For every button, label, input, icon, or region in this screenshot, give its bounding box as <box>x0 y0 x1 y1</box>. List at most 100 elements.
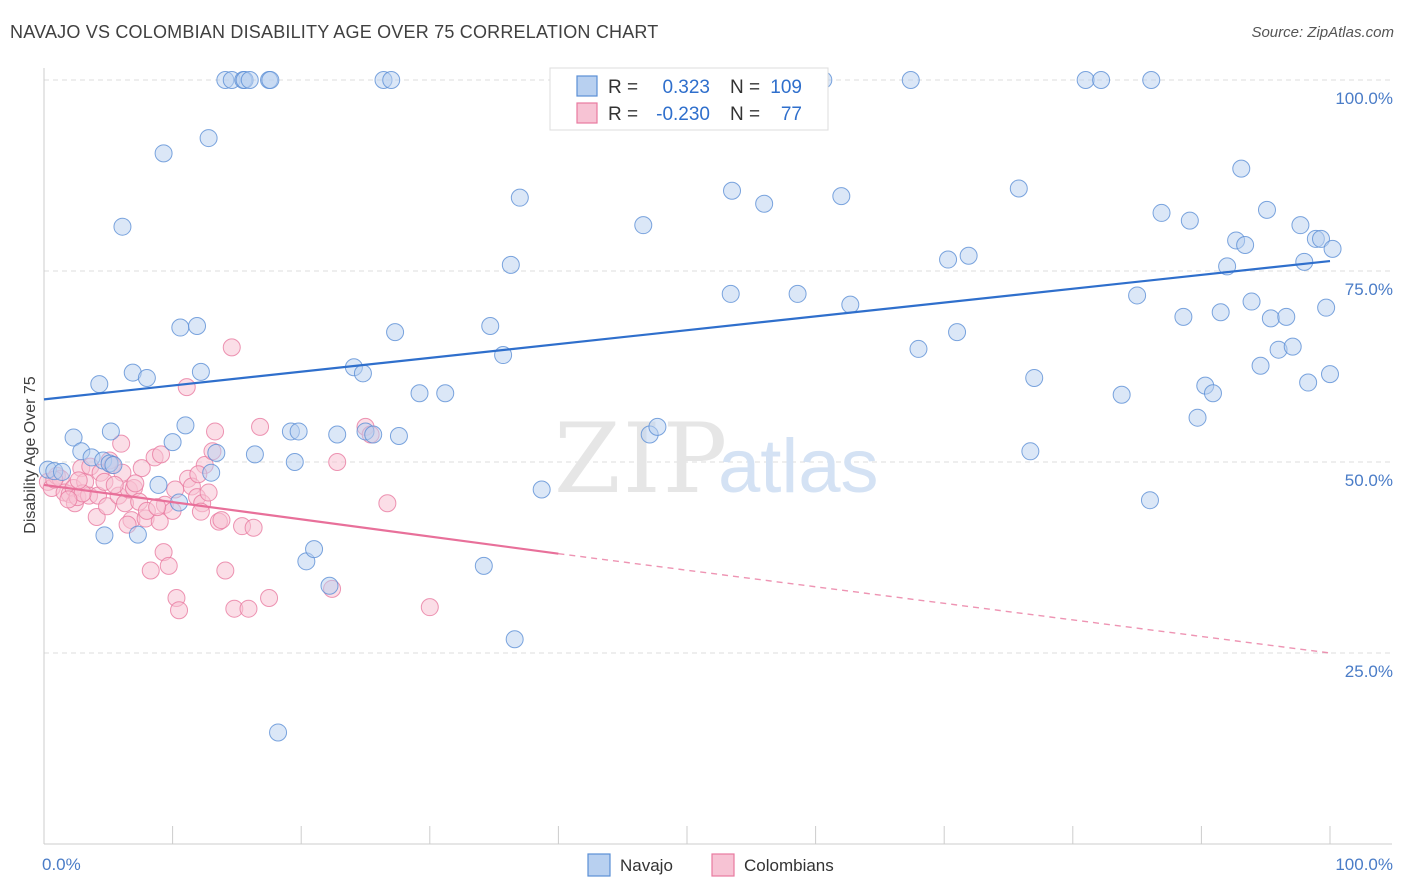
navajo-point-105 <box>1291 216 1310 235</box>
y-axis-label: Disability Age Over 75 <box>22 376 39 534</box>
navajo-point-37 <box>285 453 304 471</box>
legend-r-value-colombians: -0.230 <box>656 104 710 125</box>
x-tick-label-1: 100.0% <box>1335 855 1393 874</box>
colombians-point-56 <box>239 599 258 618</box>
navajo-point-66 <box>723 181 742 200</box>
legend-n-value-colombians: 77 <box>781 104 802 125</box>
colombians-point-65 <box>420 598 439 617</box>
navajo-point-54 <box>481 317 500 336</box>
colombians-point-49 <box>206 422 225 441</box>
colombians-point-28 <box>132 459 151 478</box>
colombians-point-52 <box>216 561 235 580</box>
colombians-point-41 <box>177 378 196 397</box>
navajo-point-59 <box>532 480 551 499</box>
colombians-trend-line <box>43 483 559 555</box>
colombians-point-73 <box>69 471 88 490</box>
x-tick-label-0: 0.0% <box>42 855 81 874</box>
colombians-point-67 <box>152 445 171 464</box>
navajo-trend-line <box>43 259 1331 401</box>
navajo-point-50 <box>389 427 408 446</box>
trend-lines <box>43 259 1331 654</box>
navajo-point-44 <box>353 364 372 383</box>
navajo-point-14 <box>128 525 147 544</box>
colombians-point-17 <box>98 497 117 516</box>
colombians-point-66 <box>126 474 145 493</box>
navajo-point-88 <box>1174 307 1193 326</box>
navajo-point-15 <box>137 368 156 387</box>
navajo-point-69 <box>788 284 807 303</box>
navajo-point-84 <box>1128 286 1147 305</box>
colombians-trend-extension <box>558 552 1331 654</box>
navajo-point-46 <box>364 425 383 444</box>
bottom-legend: Navajo Colombians <box>587 853 834 877</box>
colombians-point-21 <box>112 434 131 453</box>
colombians-point-61 <box>328 453 347 471</box>
navajo-point-57 <box>505 630 524 649</box>
colombians-point-31 <box>141 561 160 580</box>
navajo-point-82 <box>1092 71 1111 89</box>
source-label: Source: ZipAtlas.com <box>1251 24 1394 41</box>
navajo-point-16 <box>149 475 168 494</box>
axes <box>43 68 1392 845</box>
navajo-point-3 <box>64 428 83 447</box>
navajo-point-83 <box>1112 385 1131 404</box>
navajo-point-17 <box>154 144 173 163</box>
navajo-point-35 <box>269 723 288 742</box>
legend-n-value-navajo: 109 <box>770 77 802 98</box>
navajo-point-22 <box>188 317 207 336</box>
navajo-point-92 <box>1203 384 1222 403</box>
navajo-point-53 <box>474 556 493 575</box>
navajo-point-75 <box>939 250 958 269</box>
navajo-points <box>38 71 1342 742</box>
navajo-point-18 <box>163 433 182 452</box>
navajo-point-38 <box>289 422 308 441</box>
colombians-point-75 <box>148 498 167 517</box>
navajo-point-21 <box>176 416 195 435</box>
navajo-point-110 <box>1317 298 1336 317</box>
navajo-point-107 <box>1299 373 1318 392</box>
navajo-point-96 <box>1232 159 1251 178</box>
bottom-legend-label-navajo: Navajo <box>620 856 673 875</box>
navajo-point-80 <box>1025 368 1044 387</box>
navajo-point-85 <box>1140 491 1159 510</box>
navajo-point-81 <box>1076 71 1095 89</box>
navajo-point-12 <box>113 217 132 236</box>
y-tick-label-0: 25.0% <box>1345 662 1393 681</box>
y-tick-label-1: 50.0% <box>1345 471 1393 490</box>
navajo-point-79 <box>1021 442 1040 461</box>
navajo-point-93 <box>1211 303 1230 322</box>
legend-swatch-colombians <box>576 102 598 124</box>
navajo-point-89 <box>1180 211 1199 230</box>
colombians-point-53 <box>222 338 241 357</box>
navajo-point-52 <box>436 384 455 403</box>
navajo-point-24 <box>199 129 218 148</box>
colombians-point-47 <box>199 483 218 502</box>
navajo-point-100 <box>1257 200 1276 219</box>
colombians-point-70 <box>105 475 124 494</box>
navajo-point-87 <box>1152 203 1171 222</box>
navajo-point-20 <box>171 318 190 337</box>
navajo-point-111 <box>1321 365 1339 384</box>
legend-swatch-navajo <box>576 75 598 97</box>
gridlines <box>44 79 1392 654</box>
navajo-point-65 <box>721 284 740 303</box>
navajo-point-109 <box>1311 229 1330 248</box>
bottom-legend-label-colombians: Colombians <box>744 856 834 875</box>
colombians-point-57 <box>244 518 263 537</box>
navajo-point-49 <box>386 323 405 342</box>
navajo-point-34 <box>261 71 280 89</box>
navajo-point-78 <box>1009 179 1028 198</box>
navajo-point-32 <box>245 445 264 464</box>
navajo-point-63 <box>648 417 667 436</box>
colombians-point-51 <box>212 511 231 530</box>
navajo-point-25 <box>202 463 221 482</box>
navajo-point-104 <box>1283 337 1302 356</box>
navajo-point-48 <box>382 71 401 89</box>
colombians-point-58 <box>251 417 270 436</box>
navajo-point-40 <box>305 540 324 559</box>
colombians-point-72 <box>59 490 78 509</box>
legend: R = 0.323 N = 109 R = -0.230 N = 77 <box>549 67 829 131</box>
x-tick-labels: 0.0% 100.0% <box>42 855 1393 874</box>
navajo-point-51 <box>410 384 429 403</box>
navajo-point-90 <box>1188 408 1207 427</box>
